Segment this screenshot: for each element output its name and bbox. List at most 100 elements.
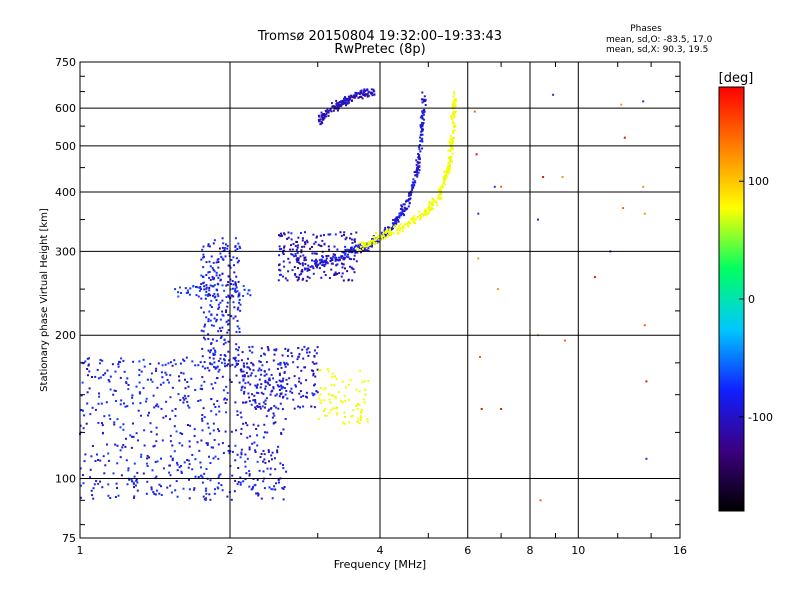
data-point [250,488,253,491]
data-point [449,161,451,164]
data-point [225,284,228,287]
data-point [171,409,174,412]
data-point [216,400,219,402]
data-point [450,142,453,145]
data-point [235,348,238,351]
data-point [444,177,447,180]
data-point [260,497,263,500]
data-point [367,91,370,94]
data-point [169,434,172,437]
data-point [178,442,181,445]
data-point [319,393,322,396]
data-point [424,104,427,106]
data-point [238,327,241,330]
data-point [107,494,110,497]
data-point [344,245,347,248]
data-point [340,101,343,104]
data-point [258,402,261,405]
data-point [204,323,206,326]
data-point [235,284,237,287]
data-point [367,247,370,250]
x-tick-label: 2 [227,544,234,557]
data-point [367,249,370,252]
data-point [309,265,312,268]
data-point [222,343,225,346]
data-point [366,420,369,423]
data-point [218,405,220,408]
data-point [223,289,226,292]
data-point [325,115,328,118]
data-point [370,92,373,95]
data-point [343,258,346,260]
data-point [417,171,420,174]
data-point [396,229,399,231]
data-point [212,422,215,425]
data-point [322,118,324,121]
data-point [410,184,413,187]
data-point [143,365,146,368]
data-point [311,259,313,262]
data-point [389,229,391,232]
data-point [116,418,119,421]
data-point [290,244,292,247]
data-point [359,369,362,372]
data-point [413,180,416,183]
data-point [329,233,332,236]
data-point [378,240,381,243]
data-point [446,167,449,170]
data-point [336,102,339,105]
data-point [291,269,294,272]
data-point [397,220,400,223]
data-point [202,336,205,339]
data-point [227,275,230,278]
data-point [340,100,343,103]
data-point [347,279,350,282]
data-point [219,354,222,356]
data-point [319,234,322,237]
data-point [218,368,221,371]
data-point [208,260,211,263]
data-point [356,403,359,405]
data-point [296,366,299,369]
data-point [273,422,276,424]
data-point [97,482,100,485]
data-point [176,495,179,498]
data-point [90,455,93,458]
data-point [207,244,210,247]
data-point [116,444,119,447]
data-point [364,89,367,92]
data-point [177,295,180,298]
data-point [318,120,321,123]
data-point [449,157,452,160]
data-point [450,115,453,118]
data-point [297,405,299,408]
data-point [327,111,330,114]
data-point [272,412,275,415]
data-point [440,192,443,195]
data-point [427,207,430,210]
data-point [284,347,287,350]
data-point [138,392,141,395]
data-point [234,237,237,240]
data-point [341,421,344,424]
data-point [145,400,148,403]
data-point [237,467,240,469]
data-point [421,123,424,126]
data-point [321,260,324,263]
data-point [256,478,259,481]
data-point [200,466,202,469]
data-point [403,210,406,212]
data-point [204,338,207,341]
data-point [221,361,223,364]
data-point [245,421,247,424]
data-point [80,394,83,397]
data-point [305,239,308,242]
data-point [79,496,82,499]
data-point [341,380,344,383]
data-point [227,264,230,267]
data-point [109,497,112,499]
data-point [343,98,345,101]
data-point [293,407,296,410]
data-point [449,149,452,152]
